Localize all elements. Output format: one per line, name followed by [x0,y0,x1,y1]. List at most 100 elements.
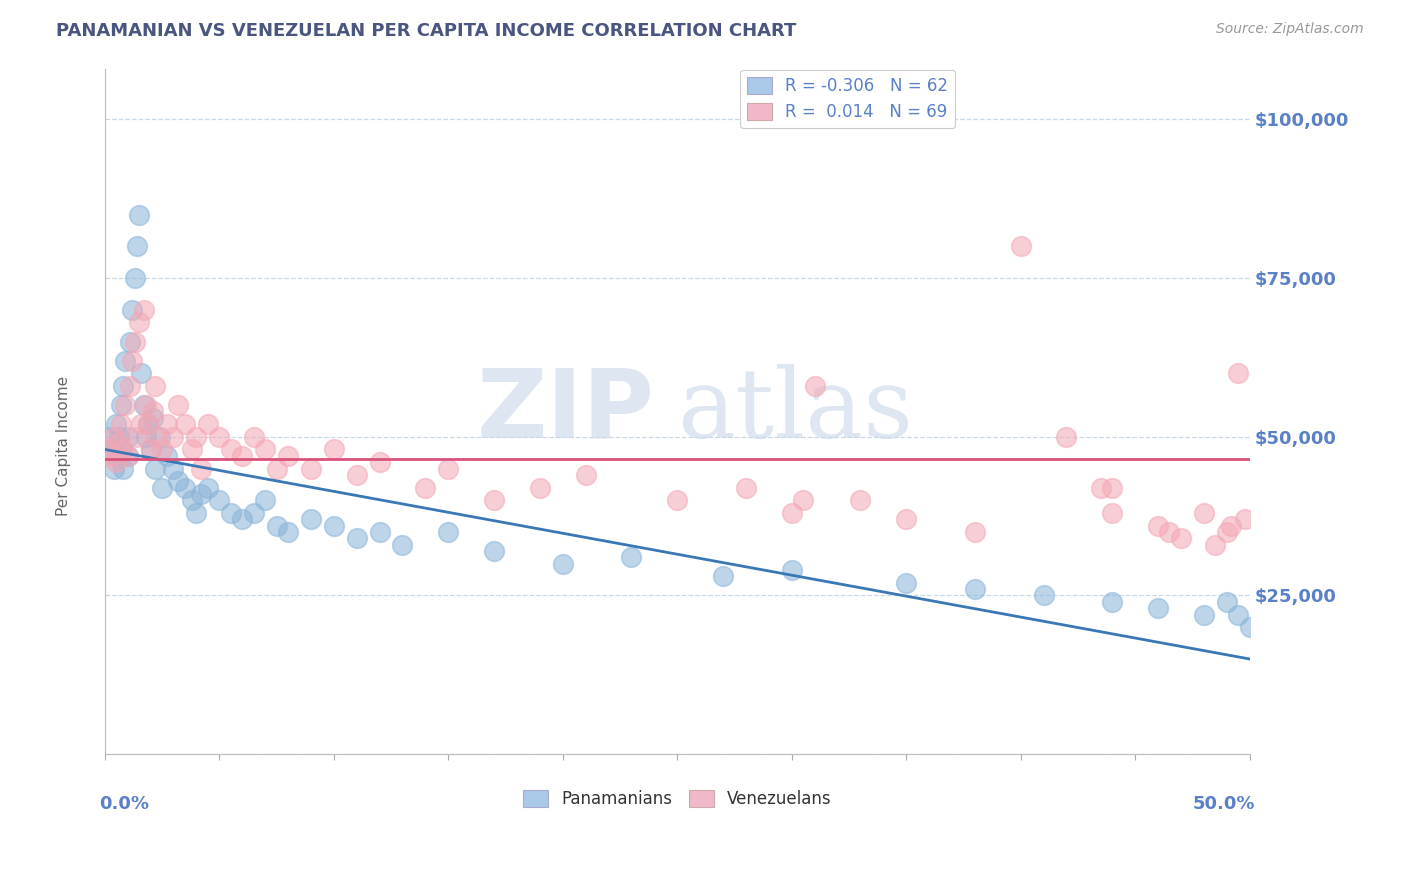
Point [142,410,165,425]
Point [1170,532,1192,546]
Point [107,436,129,450]
Point [482,493,505,508]
Point [110,398,132,412]
Point [711,569,734,583]
Text: 50.0%: 50.0% [1192,796,1256,814]
Point [219,506,242,520]
Text: Source: ZipAtlas.com: Source: ZipAtlas.com [1216,22,1364,37]
Point [266,518,288,533]
Point [1101,481,1123,495]
Point [98,430,121,444]
Point [150,481,173,495]
Point [162,430,184,444]
Point [529,481,551,495]
Point [1010,239,1032,253]
Point [167,474,190,488]
Point [242,430,264,444]
Point [894,512,917,526]
Point [186,430,208,444]
Point [131,417,153,431]
Point [110,417,132,431]
Point [117,430,139,444]
Point [1054,430,1077,444]
Point [1239,620,1261,634]
Point [105,449,128,463]
Point [208,430,231,444]
Point [190,487,212,501]
Point [1233,512,1256,526]
Point [780,563,803,577]
Point [368,524,391,539]
Point [1101,595,1123,609]
Point [142,404,165,418]
Point [103,461,125,475]
Point [100,449,122,463]
Point [197,417,219,431]
Point [242,506,264,520]
Point [114,398,136,412]
Point [849,493,872,508]
Point [277,449,299,463]
Point [143,461,166,475]
Point [124,271,146,285]
Point [415,481,437,495]
Point [963,524,986,539]
Point [1220,518,1243,533]
Point [118,334,141,349]
Point [963,582,986,596]
Point [112,379,135,393]
Point [114,353,136,368]
Point [156,417,179,431]
Point [146,430,169,444]
Point [135,398,157,412]
Point [112,442,135,457]
Point [1147,518,1170,533]
Point [575,467,598,482]
Point [132,398,155,412]
Point [139,442,162,457]
Text: atlas: atlas [678,364,912,458]
Point [780,506,803,520]
Point [1101,506,1123,520]
Point [125,430,148,444]
Point [1227,607,1250,622]
Point [105,417,128,431]
Point [174,481,197,495]
Point [100,442,122,457]
Point [368,455,391,469]
Point [174,417,197,431]
Point [1147,601,1170,615]
Point [121,353,143,368]
Point [103,430,125,444]
Point [105,455,128,469]
Point [620,550,643,565]
Point [117,449,139,463]
Point [139,442,162,457]
Point [551,557,574,571]
Point [167,398,190,412]
Point [1192,607,1215,622]
Point [112,461,135,475]
Point [128,316,150,330]
Point [231,449,253,463]
Point [136,417,159,431]
Point [346,532,368,546]
Point [118,379,141,393]
Point [186,506,208,520]
Point [437,524,460,539]
Point [1215,524,1237,539]
Point [299,461,322,475]
Point [254,442,277,457]
Point [208,493,231,508]
Point [231,512,253,526]
Text: 0.0%: 0.0% [98,796,149,814]
Point [437,461,460,475]
Point [803,379,825,393]
Point [666,493,689,508]
Point [128,208,150,222]
Point [150,442,173,457]
Point [1032,589,1054,603]
Point [107,430,129,444]
Point [734,481,756,495]
Point [299,512,322,526]
